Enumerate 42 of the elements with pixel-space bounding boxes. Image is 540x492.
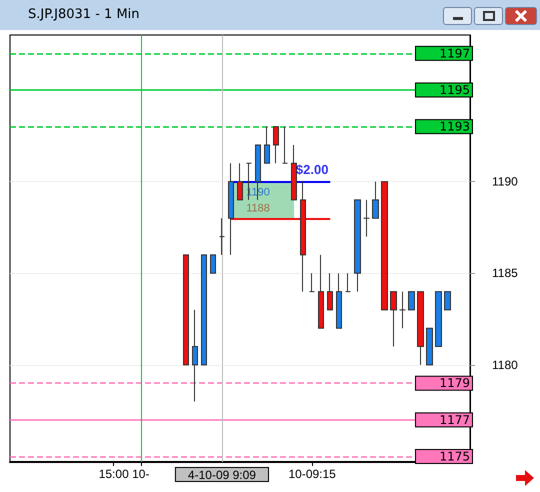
ref-line-label: 1175 (439, 450, 470, 464)
candlestick (390, 291, 397, 348)
candlestick (219, 218, 225, 256)
candlestick (264, 126, 270, 164)
candlestick (183, 254, 189, 366)
candlestick (345, 272, 351, 292)
candlestick (327, 272, 333, 310)
x-tick-label: 15:00 (98, 467, 130, 481)
candlestick (381, 181, 388, 310)
ref-line-label: 1179 (439, 376, 470, 390)
ref-line-label: 1195 (439, 82, 470, 97)
candlestick (426, 328, 433, 366)
y-tick-label: 1185 (492, 266, 518, 280)
candlestick (417, 291, 424, 366)
candlestick (201, 254, 207, 366)
y-tick-label: 1180 (492, 358, 518, 372)
candlestick (408, 291, 415, 310)
candlestick (372, 181, 379, 219)
chart-title: S.JP.J8031 - 1 Min (28, 7, 140, 22)
ref-line-label: 1177 (439, 412, 470, 427)
candlestick (237, 162, 243, 200)
x-tick-label: 4-10-09 9:09 (188, 468, 256, 482)
candlestick (336, 272, 342, 329)
candlestick (291, 144, 297, 200)
candlestick (399, 291, 406, 329)
y-tick-label: 1190 (492, 174, 518, 189)
candlestick (210, 254, 216, 274)
candlestick (282, 126, 288, 164)
annotation: 1188 (246, 202, 270, 214)
candlestick (192, 309, 198, 402)
candlestick (354, 199, 361, 292)
candlestick (273, 126, 279, 164)
x-tick-label: 10-09:15 (288, 467, 336, 481)
candlestick (435, 291, 442, 348)
candlestick (363, 199, 370, 238)
candlestick (309, 272, 315, 292)
ref-line-label: 1193 (439, 120, 470, 134)
candlestick (444, 291, 451, 310)
candlestick (318, 254, 324, 329)
x-tick-label: 10- (132, 467, 150, 481)
ref-line-label: 1197 (439, 46, 470, 60)
candlestick (228, 162, 234, 256)
